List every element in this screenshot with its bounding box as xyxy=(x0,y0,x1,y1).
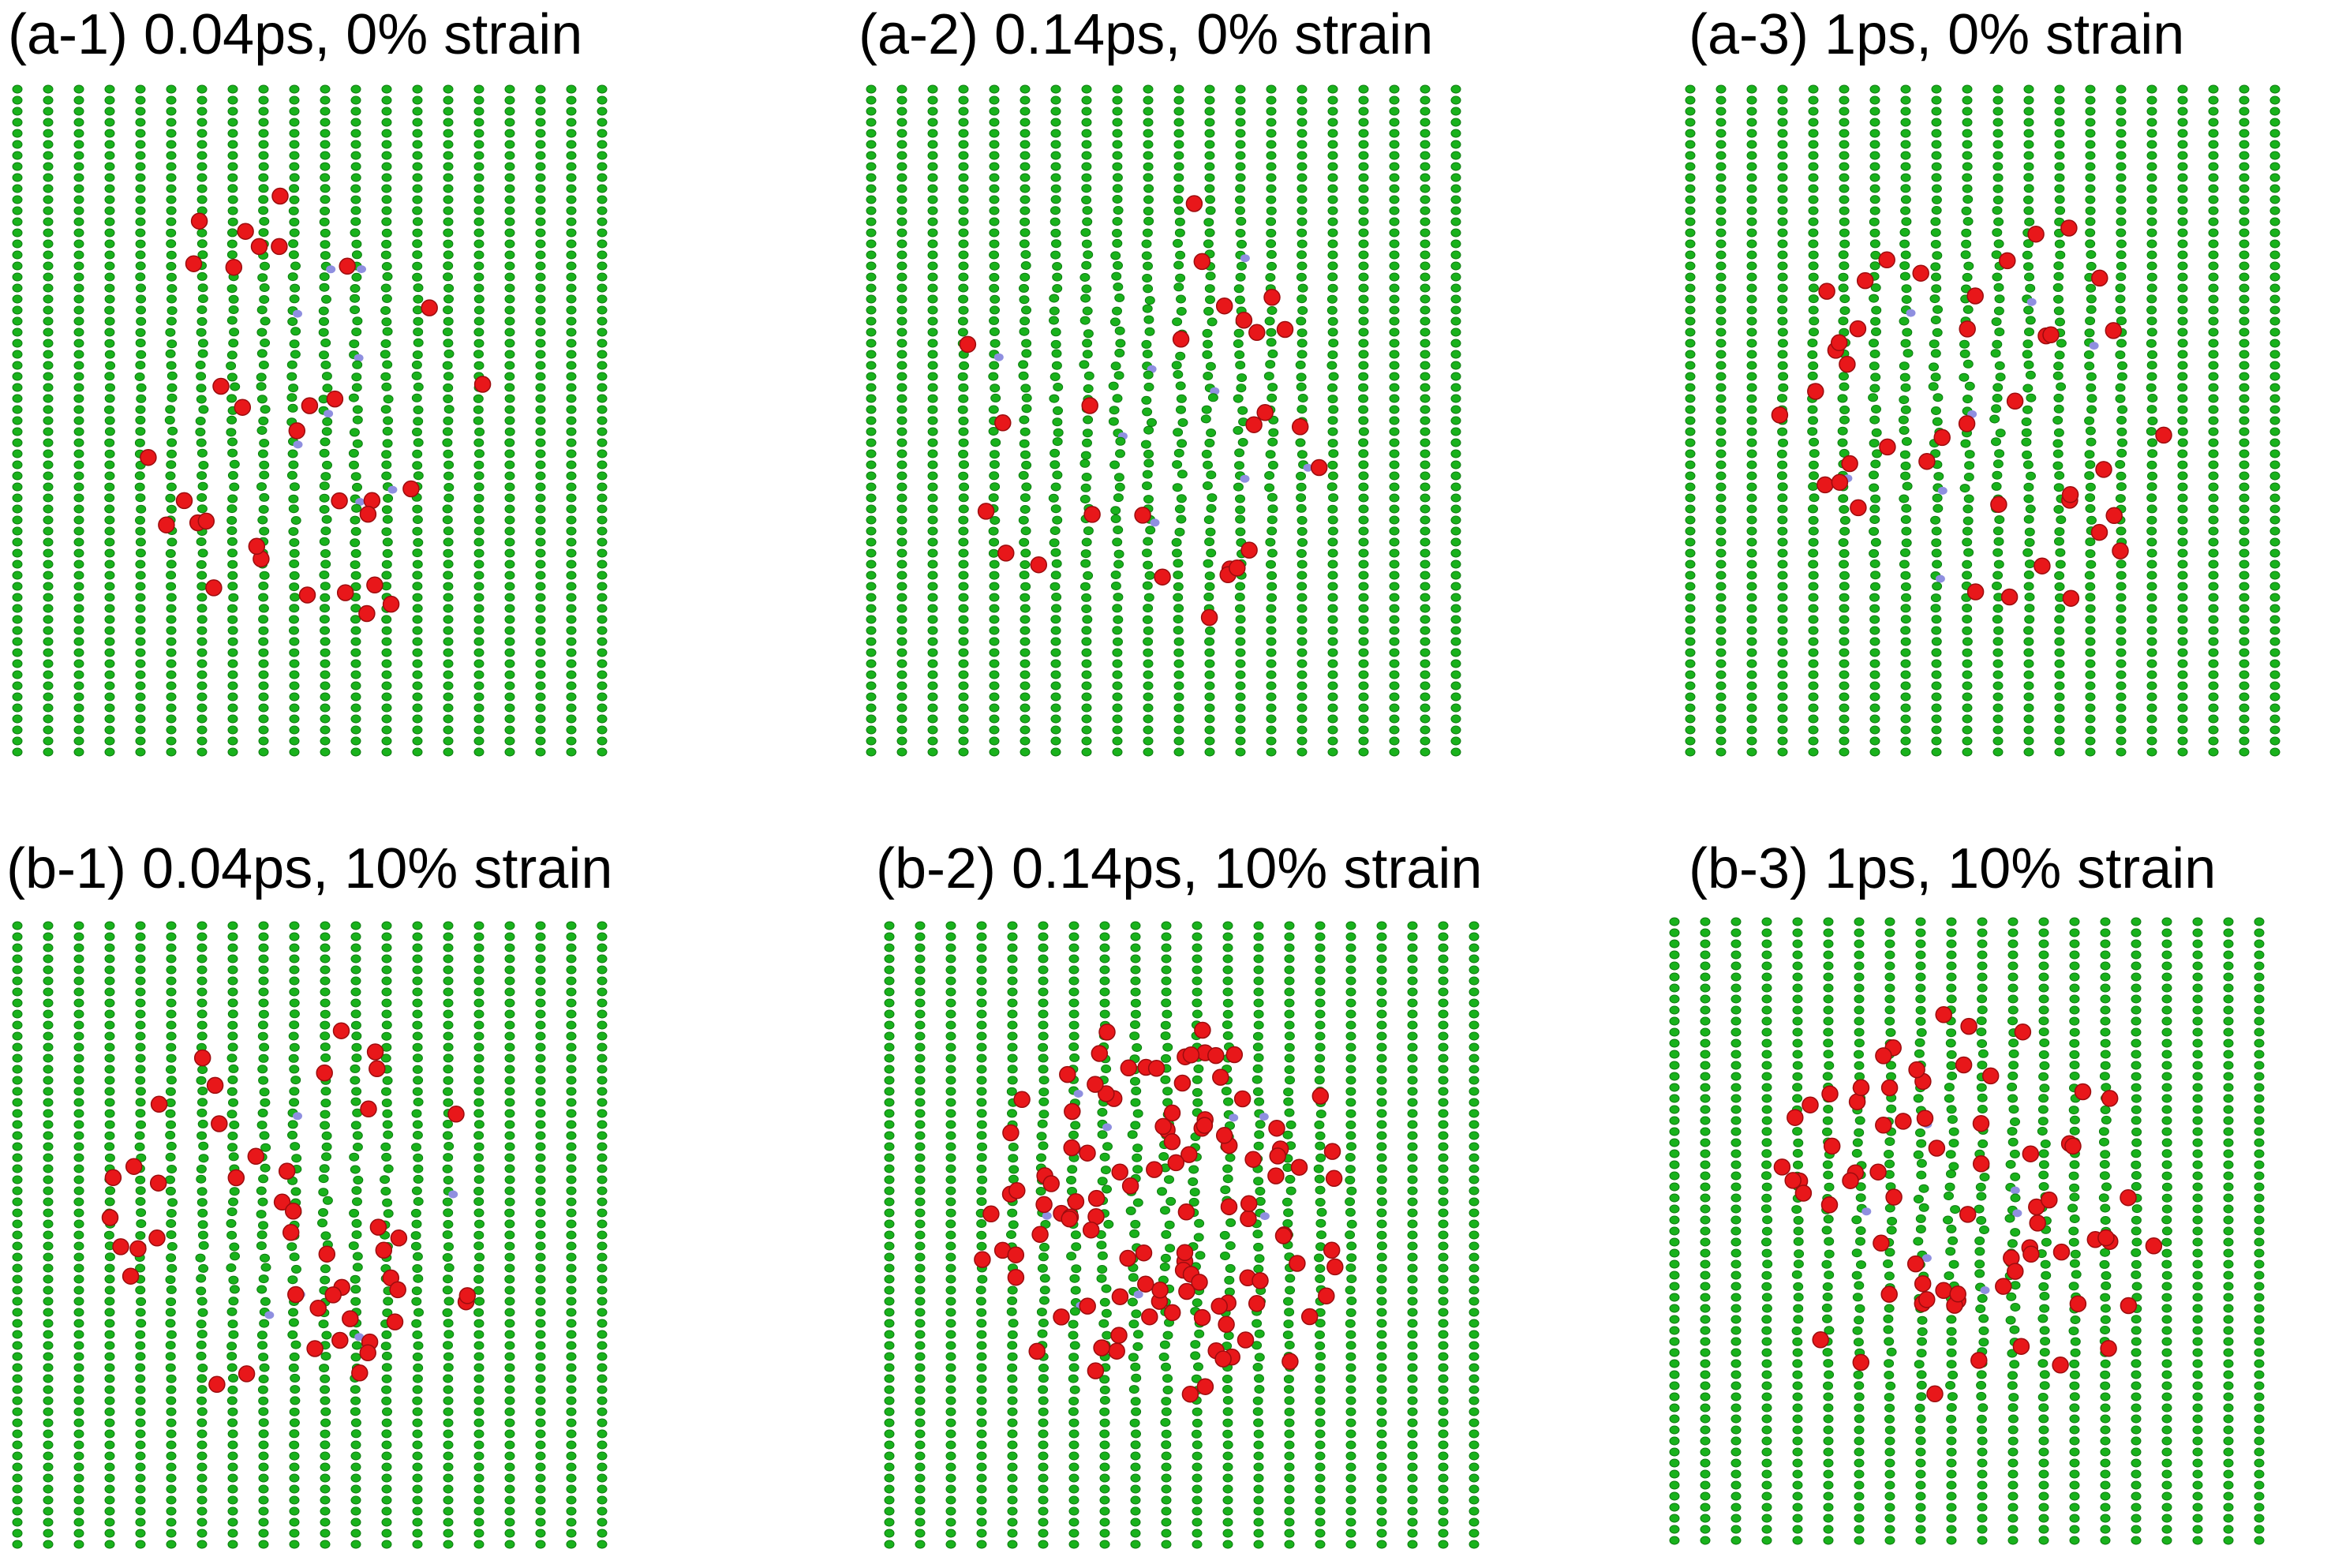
atom-lattice-b-3 xyxy=(1669,917,2265,1545)
defect-atoms xyxy=(959,195,1328,627)
panel-title-a-1: (a-1) 0.04ps, 0% strain xyxy=(8,3,583,66)
defect-atoms xyxy=(140,187,492,623)
defect-atoms xyxy=(974,1021,1344,1403)
lattice-atoms xyxy=(12,84,608,757)
atom-lattice-a-3 xyxy=(1685,84,2280,757)
atom-lattice-a-2 xyxy=(866,84,1461,757)
panel-title-a-3: (a-3) 1ps, 0% strain xyxy=(1689,3,2185,66)
lattice-atoms xyxy=(884,921,1480,1549)
atom-lattice-b-2 xyxy=(884,921,1480,1549)
atom-lattice-a-1 xyxy=(12,84,608,757)
lattice-atoms xyxy=(1685,84,2280,757)
lattice-atoms xyxy=(866,84,1461,757)
panel-title-b-1: (b-1) 0.04ps, 10% strain xyxy=(6,837,613,900)
panel-title-a-2: (a-2) 0.14ps, 0% strain xyxy=(859,3,1434,66)
panel-title-b-3: (b-3) 1ps, 10% strain xyxy=(1689,837,2217,900)
lattice-atoms xyxy=(12,921,608,1549)
defect-atoms xyxy=(101,1022,477,1394)
atom-lattice-b-1 xyxy=(12,921,608,1549)
defect-atoms xyxy=(1771,219,2172,607)
lattice-atoms xyxy=(1669,917,2265,1545)
defect-atoms xyxy=(1773,1006,2163,1403)
panel-title-b-2: (b-2) 0.14ps, 10% strain xyxy=(876,837,1483,900)
